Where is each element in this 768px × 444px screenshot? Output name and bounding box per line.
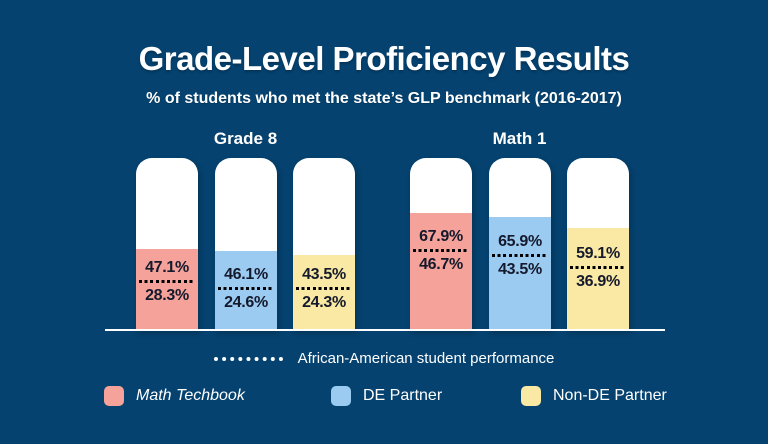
bar-fill bbox=[215, 250, 277, 330]
legend-item-math-techbook: Math Techbook bbox=[104, 386, 245, 406]
legend-label-de-partner: DE Partner bbox=[363, 387, 443, 404]
aa-value-label: 46.7% bbox=[419, 255, 463, 273]
aa-dotted-line bbox=[296, 287, 352, 291]
bar-fill bbox=[410, 213, 472, 330]
de-partner-swatch-icon bbox=[331, 386, 351, 406]
value-label: 47.1% bbox=[145, 259, 189, 277]
aa-dotted-line bbox=[413, 248, 469, 252]
bar-fill bbox=[293, 255, 355, 330]
legend-label-non-de-partner: Non-DE Partner bbox=[553, 387, 667, 404]
page-subtitle: % of students who met the state’s GLP be… bbox=[146, 90, 622, 107]
bar-math-1-de-partner: 65.9% 43.5% bbox=[489, 158, 551, 330]
bar-grade-8-non-de-partner: 43.5% 24.3% bbox=[293, 158, 355, 330]
group-label-grade-8: Grade 8 bbox=[213, 129, 278, 148]
aa-dotted-line bbox=[218, 286, 274, 290]
aa-dotted-line bbox=[139, 280, 195, 284]
bar-fill bbox=[489, 216, 551, 330]
legend-label-math-techbook: Math Techbook bbox=[136, 387, 245, 404]
value-label: 46.1% bbox=[224, 265, 268, 283]
aa-value-label: 28.3% bbox=[145, 287, 189, 305]
dotted-line-icon bbox=[213, 357, 283, 361]
bar-math-1-non-de-partner: 59.1% 36.9% bbox=[567, 158, 629, 330]
bar-grade-8-math-techbook: 47.1% 28.3% bbox=[136, 158, 198, 330]
value-label: 43.5% bbox=[302, 266, 346, 284]
aa-dotted-line bbox=[492, 254, 548, 258]
bar-grade-8-de-partner: 46.1% 24.6% bbox=[215, 158, 277, 330]
legend-item-non-de-partner: Non-DE Partner bbox=[521, 386, 667, 406]
value-label: 59.1% bbox=[576, 244, 620, 262]
bar-fill bbox=[567, 228, 629, 330]
legend-dotted-label: African-American student performance bbox=[297, 350, 555, 367]
value-label: 67.9% bbox=[419, 227, 463, 245]
aa-value-label: 24.3% bbox=[302, 294, 346, 312]
chart-baseline bbox=[105, 329, 665, 331]
legend-item-de-partner: DE Partner bbox=[331, 386, 442, 406]
page-title: Grade-Level Proficiency Results bbox=[138, 40, 630, 77]
value-label: 65.9% bbox=[498, 233, 542, 251]
aa-dotted-line bbox=[570, 265, 626, 269]
non-de-partner-swatch-icon bbox=[521, 386, 541, 406]
bar-fill bbox=[136, 249, 198, 330]
legend-dotted-row: African-American student performance bbox=[0, 350, 768, 367]
aa-value-label: 36.9% bbox=[576, 272, 620, 290]
aa-value-label: 43.5% bbox=[498, 261, 542, 279]
group-label-math-1: Math 1 bbox=[492, 129, 547, 148]
math-techbook-swatch-icon bbox=[104, 386, 124, 406]
aa-value-label: 24.6% bbox=[224, 293, 268, 311]
bar-math-1-math-techbook: 67.9% 46.7% bbox=[410, 158, 472, 330]
